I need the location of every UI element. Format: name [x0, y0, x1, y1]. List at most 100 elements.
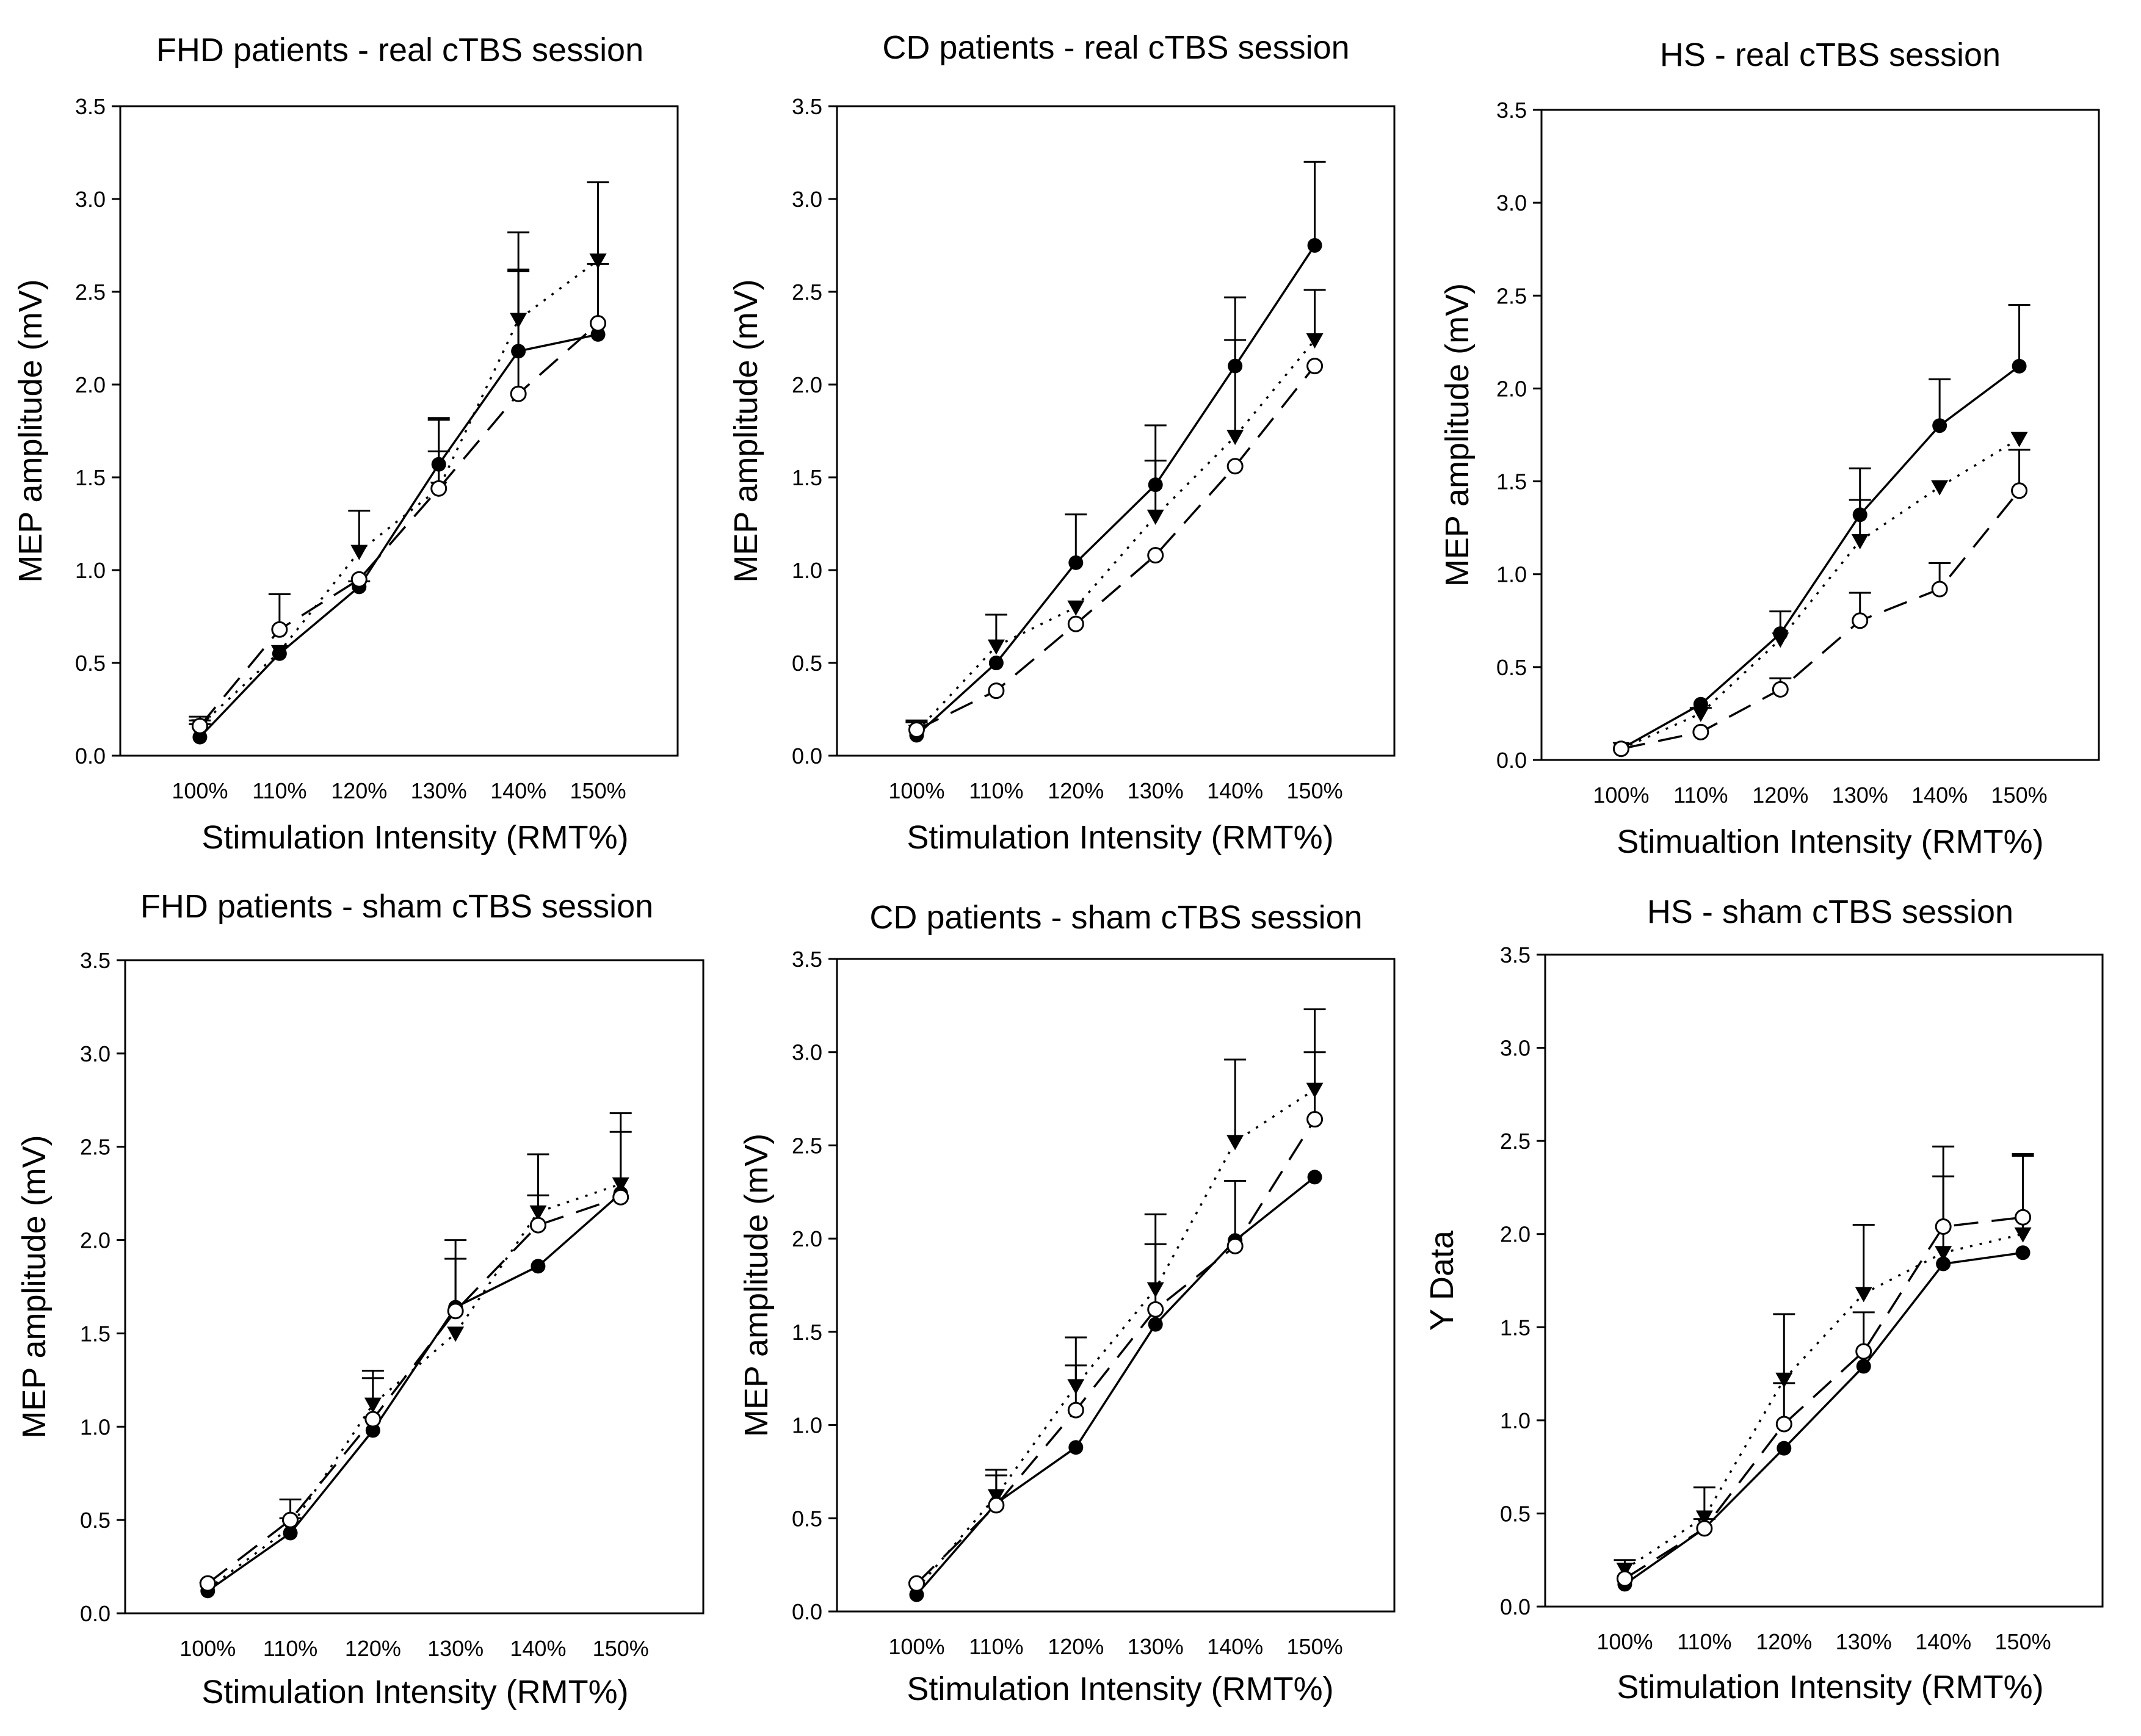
data-point: [590, 315, 607, 332]
data-point: [908, 1575, 925, 1592]
series-0: [1614, 304, 2031, 756]
x-tick-label: 120%: [1752, 783, 1808, 808]
series-line: [916, 1176, 1316, 1596]
y-tick-label: 3.5: [792, 947, 822, 972]
x-tick-label: 100%: [888, 778, 944, 803]
data-point: [1068, 1440, 1084, 1455]
data-point: [988, 682, 1005, 700]
x-axis-label: Stimulation Intensity (RMT%): [201, 1674, 628, 1710]
y-tick-label: 3.5: [792, 94, 822, 119]
data-point: [1147, 1301, 1164, 1318]
x-tick-label: 110%: [252, 778, 306, 803]
chart-panel-cd-sham: CD patients - sham cTBS session 0.0 0.5 1.0…: [738, 899, 1396, 1707]
data-point: [1147, 547, 1164, 564]
chart-panel-cd-real: CD patients - real cTBS session 0.0 0.5 1.0…: [728, 29, 1396, 856]
y-tick-label: 3.5: [80, 948, 110, 973]
y-tick-label: 2.0: [80, 1228, 110, 1253]
y-tick-label: 0.0: [75, 743, 106, 769]
data-point: [987, 639, 1005, 655]
series-line: [1621, 490, 2020, 750]
series-1: [905, 289, 1326, 740]
data-point: [1068, 555, 1084, 570]
data-point: [1307, 1170, 1322, 1185]
series-0: [905, 161, 1326, 743]
x-tick-label: 140%: [1207, 1634, 1263, 1659]
data-point: [1612, 740, 1629, 758]
y-tick-label: 2.5: [792, 1133, 822, 1158]
y-tick-label: 1.0: [75, 558, 106, 583]
series-line: [199, 259, 599, 727]
series-line: [207, 1192, 621, 1592]
x-tick-label: 150%: [1991, 783, 2048, 808]
y-tick-label: 3.5: [1500, 942, 1531, 967]
data-point: [1067, 1401, 1084, 1419]
series-1: [1614, 1145, 2034, 1578]
chart-panel-hs-sham: HS - sham cTBS session 0.0 0.5 1.0 1.5 2.0 2.5…: [1424, 894, 2104, 1705]
plot-frame: [836, 958, 1396, 1613]
x-tick-label: 130%: [427, 1636, 484, 1661]
chart-title: HS - sham cTBS session: [1647, 894, 2013, 930]
series-line: [916, 339, 1316, 732]
y-axis-label: MEP amplitude (mV): [738, 1134, 775, 1437]
data-point: [589, 253, 607, 269]
y-tick-label: 1.5: [792, 1320, 822, 1345]
x-tick-label: 110%: [263, 1636, 317, 1661]
chart-title: FHD patients - real cTBS session: [156, 32, 643, 68]
data-point: [1226, 430, 1244, 446]
chart-title: HS - real cTBS session: [1660, 37, 2001, 73]
series-line: [916, 365, 1316, 731]
x-tick-label: 150%: [593, 1636, 649, 1661]
data-point: [199, 1575, 216, 1592]
data-point: [271, 621, 288, 638]
y-tick-label: 3.5: [1496, 98, 1527, 123]
data-point: [430, 480, 447, 497]
x-tick-label: 130%: [1128, 1634, 1184, 1659]
x-tick-label: 150%: [1287, 778, 1343, 803]
data-point: [1226, 458, 1244, 475]
data-point: [1147, 509, 1164, 525]
x-tick-label: 140%: [1207, 778, 1263, 803]
y-tick-label: 0.5: [75, 651, 106, 676]
chart-panel-fhd-real: FHD patients - real cTBS session 0.0 0.5 1.…: [12, 32, 679, 856]
y-tick-label: 2.0: [75, 372, 106, 397]
series-line: [1624, 1251, 2023, 1585]
y-tick-label: 1.5: [1500, 1315, 1531, 1340]
data-point: [447, 1326, 465, 1342]
y-tick-label: 0.0: [792, 1599, 822, 1624]
y-axis-label: MEP amplitude (mV): [12, 279, 49, 582]
data-point: [612, 1188, 629, 1206]
plot-frame: [1540, 109, 2100, 761]
data-point: [2010, 432, 2028, 447]
series-0: [189, 269, 606, 745]
chart-title: FHD patients - sham cTBS session: [140, 888, 653, 925]
y-tick-label: 0.5: [1500, 1501, 1531, 1526]
series-line: [207, 1196, 621, 1585]
x-axis-label: Stimulation Intensity (RMT%): [907, 1671, 1333, 1707]
data-point: [908, 721, 925, 738]
plot-frame: [836, 105, 1396, 757]
x-tick-label: 100%: [179, 1636, 236, 1661]
data-point: [1775, 1372, 1793, 1388]
series-2: [189, 262, 609, 734]
x-axis-label: Stimulation Intensity (RMT%): [201, 819, 628, 856]
series-2: [1612, 449, 2031, 758]
data-point: [2011, 482, 2028, 499]
series-0: [909, 1170, 1322, 1602]
x-tick-label: 150%: [1287, 1634, 1343, 1659]
y-tick-label: 0.5: [80, 1508, 110, 1533]
y-tick-label: 1.0: [792, 558, 822, 583]
data-point: [1777, 1441, 1792, 1456]
data-point: [350, 571, 368, 588]
data-point: [1772, 681, 1789, 698]
y-tick-label: 2.5: [1500, 1129, 1531, 1154]
data-point: [1226, 1135, 1244, 1151]
x-tick-label: 100%: [1593, 783, 1649, 808]
data-point: [529, 1217, 546, 1234]
data-point: [1856, 1359, 1871, 1374]
data-point: [282, 1511, 299, 1528]
y-axis-label: MEP amplitude (mV): [728, 279, 764, 582]
y-axis-label: MEP amplitude (mV): [1439, 283, 1476, 587]
y-tick-label: 3.0: [1496, 190, 1527, 215]
y-axis-label: MEP amplitude (mV): [16, 1135, 53, 1438]
series-2: [908, 1051, 1326, 1592]
